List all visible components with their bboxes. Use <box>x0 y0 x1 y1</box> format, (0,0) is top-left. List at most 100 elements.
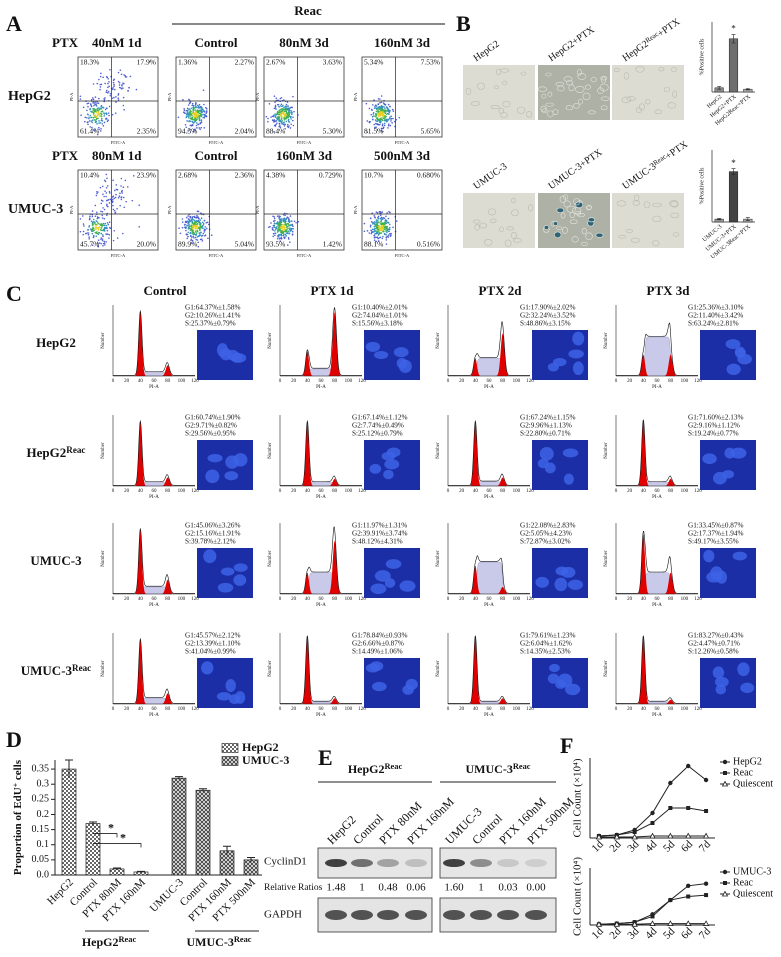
event-dot <box>382 126 385 129</box>
event-dot <box>96 133 99 136</box>
event-dot <box>382 130 384 133</box>
phase-stat: S:25.12%±0.79% <box>352 430 403 438</box>
micrograph-image <box>612 193 684 248</box>
event-dot <box>288 113 290 116</box>
event-dot <box>88 120 91 122</box>
axis-label: PI-A <box>316 603 326 608</box>
event-dot <box>91 213 94 216</box>
event-dot <box>87 123 89 126</box>
event-dot <box>106 229 109 232</box>
g2-peak <box>495 333 510 376</box>
event-dot <box>185 221 188 223</box>
event-dot <box>179 232 182 235</box>
quadrant-value: 88.4% <box>266 127 285 136</box>
phase-stat: G2:6.04%±1.62% <box>520 640 572 648</box>
cell <box>621 96 632 104</box>
event-dot <box>107 112 110 114</box>
event-dot <box>123 206 126 209</box>
x-tick-label: 100 <box>513 597 521 602</box>
event-dot <box>95 231 98 233</box>
quadrant-value: 2.35% <box>137 127 156 136</box>
event-dot <box>106 92 109 94</box>
y-tick-label: 0.15 <box>32 824 50 835</box>
event-dot <box>386 235 389 238</box>
nucleus <box>228 694 241 705</box>
event-dot <box>104 222 107 225</box>
event-dot <box>88 224 91 227</box>
event-dot <box>379 98 381 100</box>
event-dot <box>287 236 290 239</box>
axis-label: PI-A <box>353 92 358 101</box>
event-dot <box>380 107 382 109</box>
event-dot <box>98 112 100 115</box>
event-dot <box>274 105 277 108</box>
event-dot <box>100 117 103 120</box>
event-dot <box>274 116 277 119</box>
nucleus <box>565 683 581 696</box>
point <box>650 914 655 919</box>
g2-peak <box>495 477 510 486</box>
nucleus <box>233 574 247 586</box>
row-label: UMUC-3 <box>30 553 82 568</box>
nucleus <box>385 559 402 569</box>
axis-label: Number <box>101 550 106 567</box>
histogram: 0 20 40 60 80 100 120PI-ANumberG1:67.24%±1.15%… <box>436 414 588 500</box>
gapdh-band <box>377 910 399 920</box>
text-part: HepG2+PTX <box>547 24 598 64</box>
point <box>649 832 656 839</box>
event-dot <box>388 123 390 125</box>
x-tick-label: 7d <box>697 925 714 942</box>
event-dot <box>99 86 102 88</box>
significance-mark: * <box>120 830 126 844</box>
event-dot <box>289 116 292 119</box>
event-dot <box>194 224 196 227</box>
event-dot <box>86 232 88 234</box>
event-dot <box>283 219 285 221</box>
event-dot <box>93 130 96 132</box>
x-tick-label: 60 <box>319 597 325 602</box>
event-dot <box>101 123 104 125</box>
cell <box>577 212 585 218</box>
event-dot <box>94 226 97 228</box>
cell <box>652 240 660 247</box>
cell <box>545 102 554 107</box>
event-dot <box>381 105 384 108</box>
histogram: 0 20 40 60 80 100 120PI-ANumberG1:22.08%±2.83%… <box>436 522 588 608</box>
event-dot <box>104 108 107 111</box>
quadrant-value: 94.3% <box>178 127 197 136</box>
event-dot <box>112 88 114 91</box>
event-dot <box>86 117 88 119</box>
event-dot <box>105 240 107 243</box>
event-dot <box>113 229 116 232</box>
event-dot <box>103 227 106 230</box>
x-tick-label: 80 <box>165 379 171 384</box>
event-dot <box>382 217 385 219</box>
x-tick-label: 5d <box>661 838 678 855</box>
event-dot <box>279 230 282 232</box>
event-dot <box>280 237 282 239</box>
event-dot <box>275 123 277 126</box>
event-dot <box>372 223 374 225</box>
panel-letter: B <box>456 11 471 36</box>
x-tick-label: 80 <box>668 379 674 384</box>
cell <box>502 80 508 85</box>
event-dot <box>92 109 95 111</box>
event-dot <box>106 204 108 207</box>
event-dot <box>185 216 188 219</box>
event-dot <box>89 107 92 110</box>
x-tick-label: 60 <box>487 379 493 384</box>
event-dot <box>106 177 108 180</box>
quadrant-value: 5.65% <box>421 127 440 136</box>
event-dot <box>377 229 380 231</box>
event-dot <box>273 217 276 220</box>
axis-label: PI-A <box>255 92 260 101</box>
g2-peak <box>663 354 678 376</box>
event-dot <box>118 86 121 89</box>
row-label: Relative Ratios <box>264 883 323 893</box>
quadrant-value: 4.38% <box>266 171 285 180</box>
event-dot <box>122 186 125 189</box>
event-dot <box>187 117 190 119</box>
event-dot <box>276 223 279 225</box>
cell <box>499 68 510 73</box>
